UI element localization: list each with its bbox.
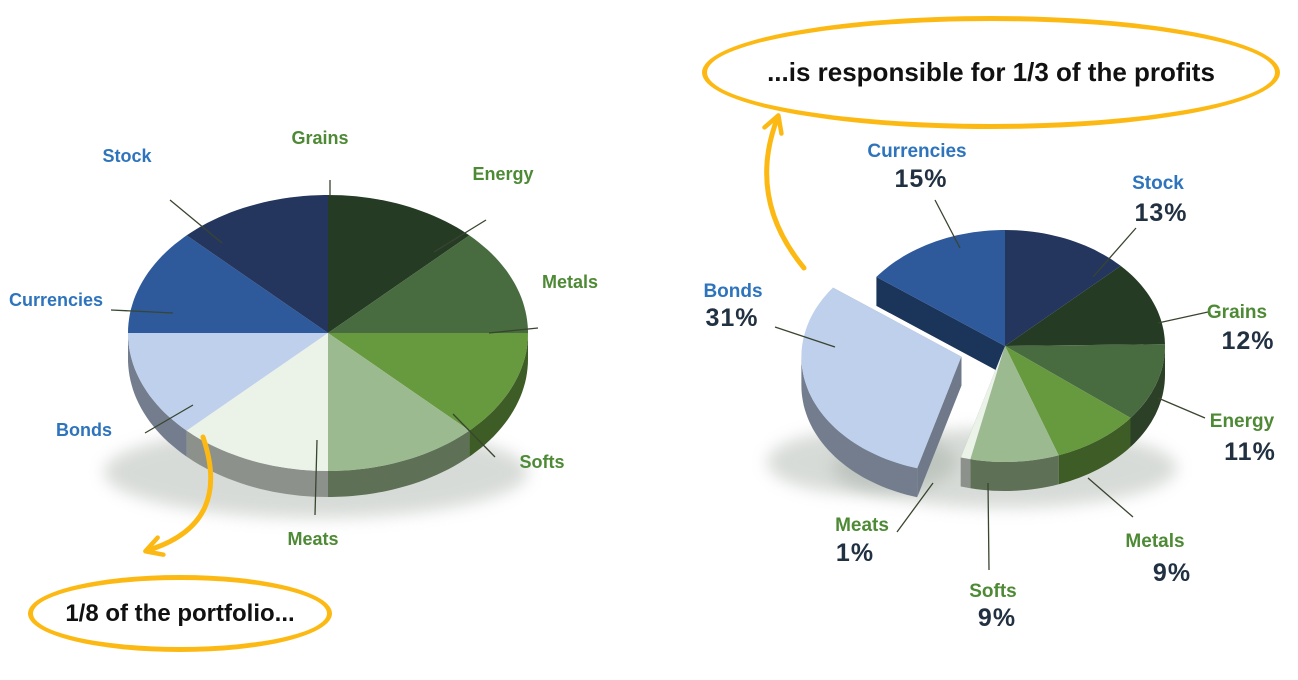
pie-slice-energy	[1005, 344, 1165, 418]
slice-label-bonds: Bonds	[56, 420, 112, 440]
slice-label-stock: Stock	[102, 146, 152, 166]
annotation-left-text: 1/8 of the portfolio...	[65, 599, 295, 627]
slice-pct-currencies: 15%	[894, 165, 947, 193]
leader-line-energy	[1157, 397, 1206, 419]
slice-label-stock: Stock	[1132, 173, 1184, 194]
pie-slice-grains	[328, 195, 470, 333]
slice-pct-bonds: 31%	[705, 304, 758, 332]
pie-slice-stock	[1005, 230, 1121, 346]
annotation-right-text: ...is responsible for 1/3 of the profits	[767, 57, 1215, 87]
slice-label-grains: Grains	[1207, 302, 1267, 323]
slice-label-energy: Energy	[1210, 411, 1275, 432]
pie-slice-bonds	[801, 287, 962, 469]
slice-pct-stock: 13%	[1134, 199, 1187, 227]
pie-slice-softs-side	[970, 455, 1059, 491]
leader-line-stock	[169, 199, 223, 244]
pie-slice-bonds	[128, 333, 328, 431]
leader-line-bonds	[774, 326, 836, 348]
pie-slice-grains	[1005, 265, 1165, 346]
slice-label-energy: Energy	[472, 164, 533, 184]
leader-line-grains	[1157, 311, 1209, 324]
pie-slice-meats	[960, 346, 1005, 460]
pie-slice-softs-side	[328, 430, 470, 497]
leader-line-currencies	[934, 199, 961, 249]
leader-line-stock	[1092, 227, 1137, 278]
leader-line-metals	[1087, 477, 1134, 518]
pie-slice-softs	[970, 346, 1059, 462]
slice-pct-meats: 1%	[836, 539, 874, 567]
slice-label-bonds: Bonds	[703, 281, 762, 302]
pie-slice-meats-side	[960, 457, 971, 489]
pie-slice-energy-side	[1130, 346, 1165, 447]
pie-slice-metals-side	[1058, 417, 1131, 485]
slice-pct-softs: 9%	[978, 604, 1016, 632]
leader-line-softs	[452, 413, 496, 458]
pie-chart-profits: Stock13%Grains12%Energy11%Metals9%Softs9…	[703, 141, 1276, 632]
slice-pct-energy: 11%	[1224, 438, 1276, 466]
pie-slice-metals	[328, 333, 528, 431]
leader-line-metals	[488, 327, 539, 334]
slice-label-currencies: Currencies	[867, 141, 966, 162]
slice-label-grains: Grains	[291, 128, 348, 148]
pie-slice-metals-side	[469, 333, 528, 457]
slice-label-meats: Meats	[835, 515, 889, 536]
leader-line-softs	[987, 482, 990, 571]
slice-label-metals: Metals	[1125, 531, 1184, 552]
pie-slice-currencies-edge-side	[876, 276, 1005, 375]
pie-slice-stock	[186, 195, 328, 333]
annotation-left-callout: 1/8 of the portfolio...	[28, 575, 332, 652]
pie-slice-meats-side	[186, 430, 328, 497]
slice-label-softs: Softs	[520, 452, 565, 472]
slice-pct-grains: 12%	[1221, 327, 1274, 355]
pie-slice-bonds-edge-side	[917, 356, 962, 498]
annotation-arrow-right	[762, 113, 807, 271]
pie-slice-energy	[328, 235, 528, 333]
pie-slice-bonds-side	[801, 356, 918, 498]
slice-label-metals: Metals	[542, 272, 598, 292]
slice-label-softs: Softs	[969, 581, 1017, 602]
annotation-right-callout: ...is responsible for 1/3 of the profits	[702, 16, 1280, 129]
leader-line-meats	[896, 482, 934, 533]
slice-label-currencies: Currencies	[9, 290, 103, 310]
slice-label-meats: Meats	[287, 529, 338, 549]
leader-line-energy	[433, 219, 487, 253]
pie-chart-portfolio: Grains Energy Metals Softs Meats Bonds Currenc…	[9, 128, 598, 549]
annotation-arrow-left	[143, 434, 214, 557]
leader-line-bonds	[144, 404, 194, 434]
pie-slice-currencies	[876, 230, 1005, 346]
pie-slice-metals	[1005, 346, 1131, 456]
pie-slice-bonds-side	[128, 333, 187, 457]
slice-pct-metals: 9%	[1153, 559, 1191, 587]
pie-slice-currencies	[128, 235, 328, 333]
leader-line-meats	[314, 439, 318, 516]
pie-slice-softs	[328, 333, 470, 471]
pie-slice-meats	[186, 333, 328, 471]
leader-line-currencies	[110, 309, 174, 314]
